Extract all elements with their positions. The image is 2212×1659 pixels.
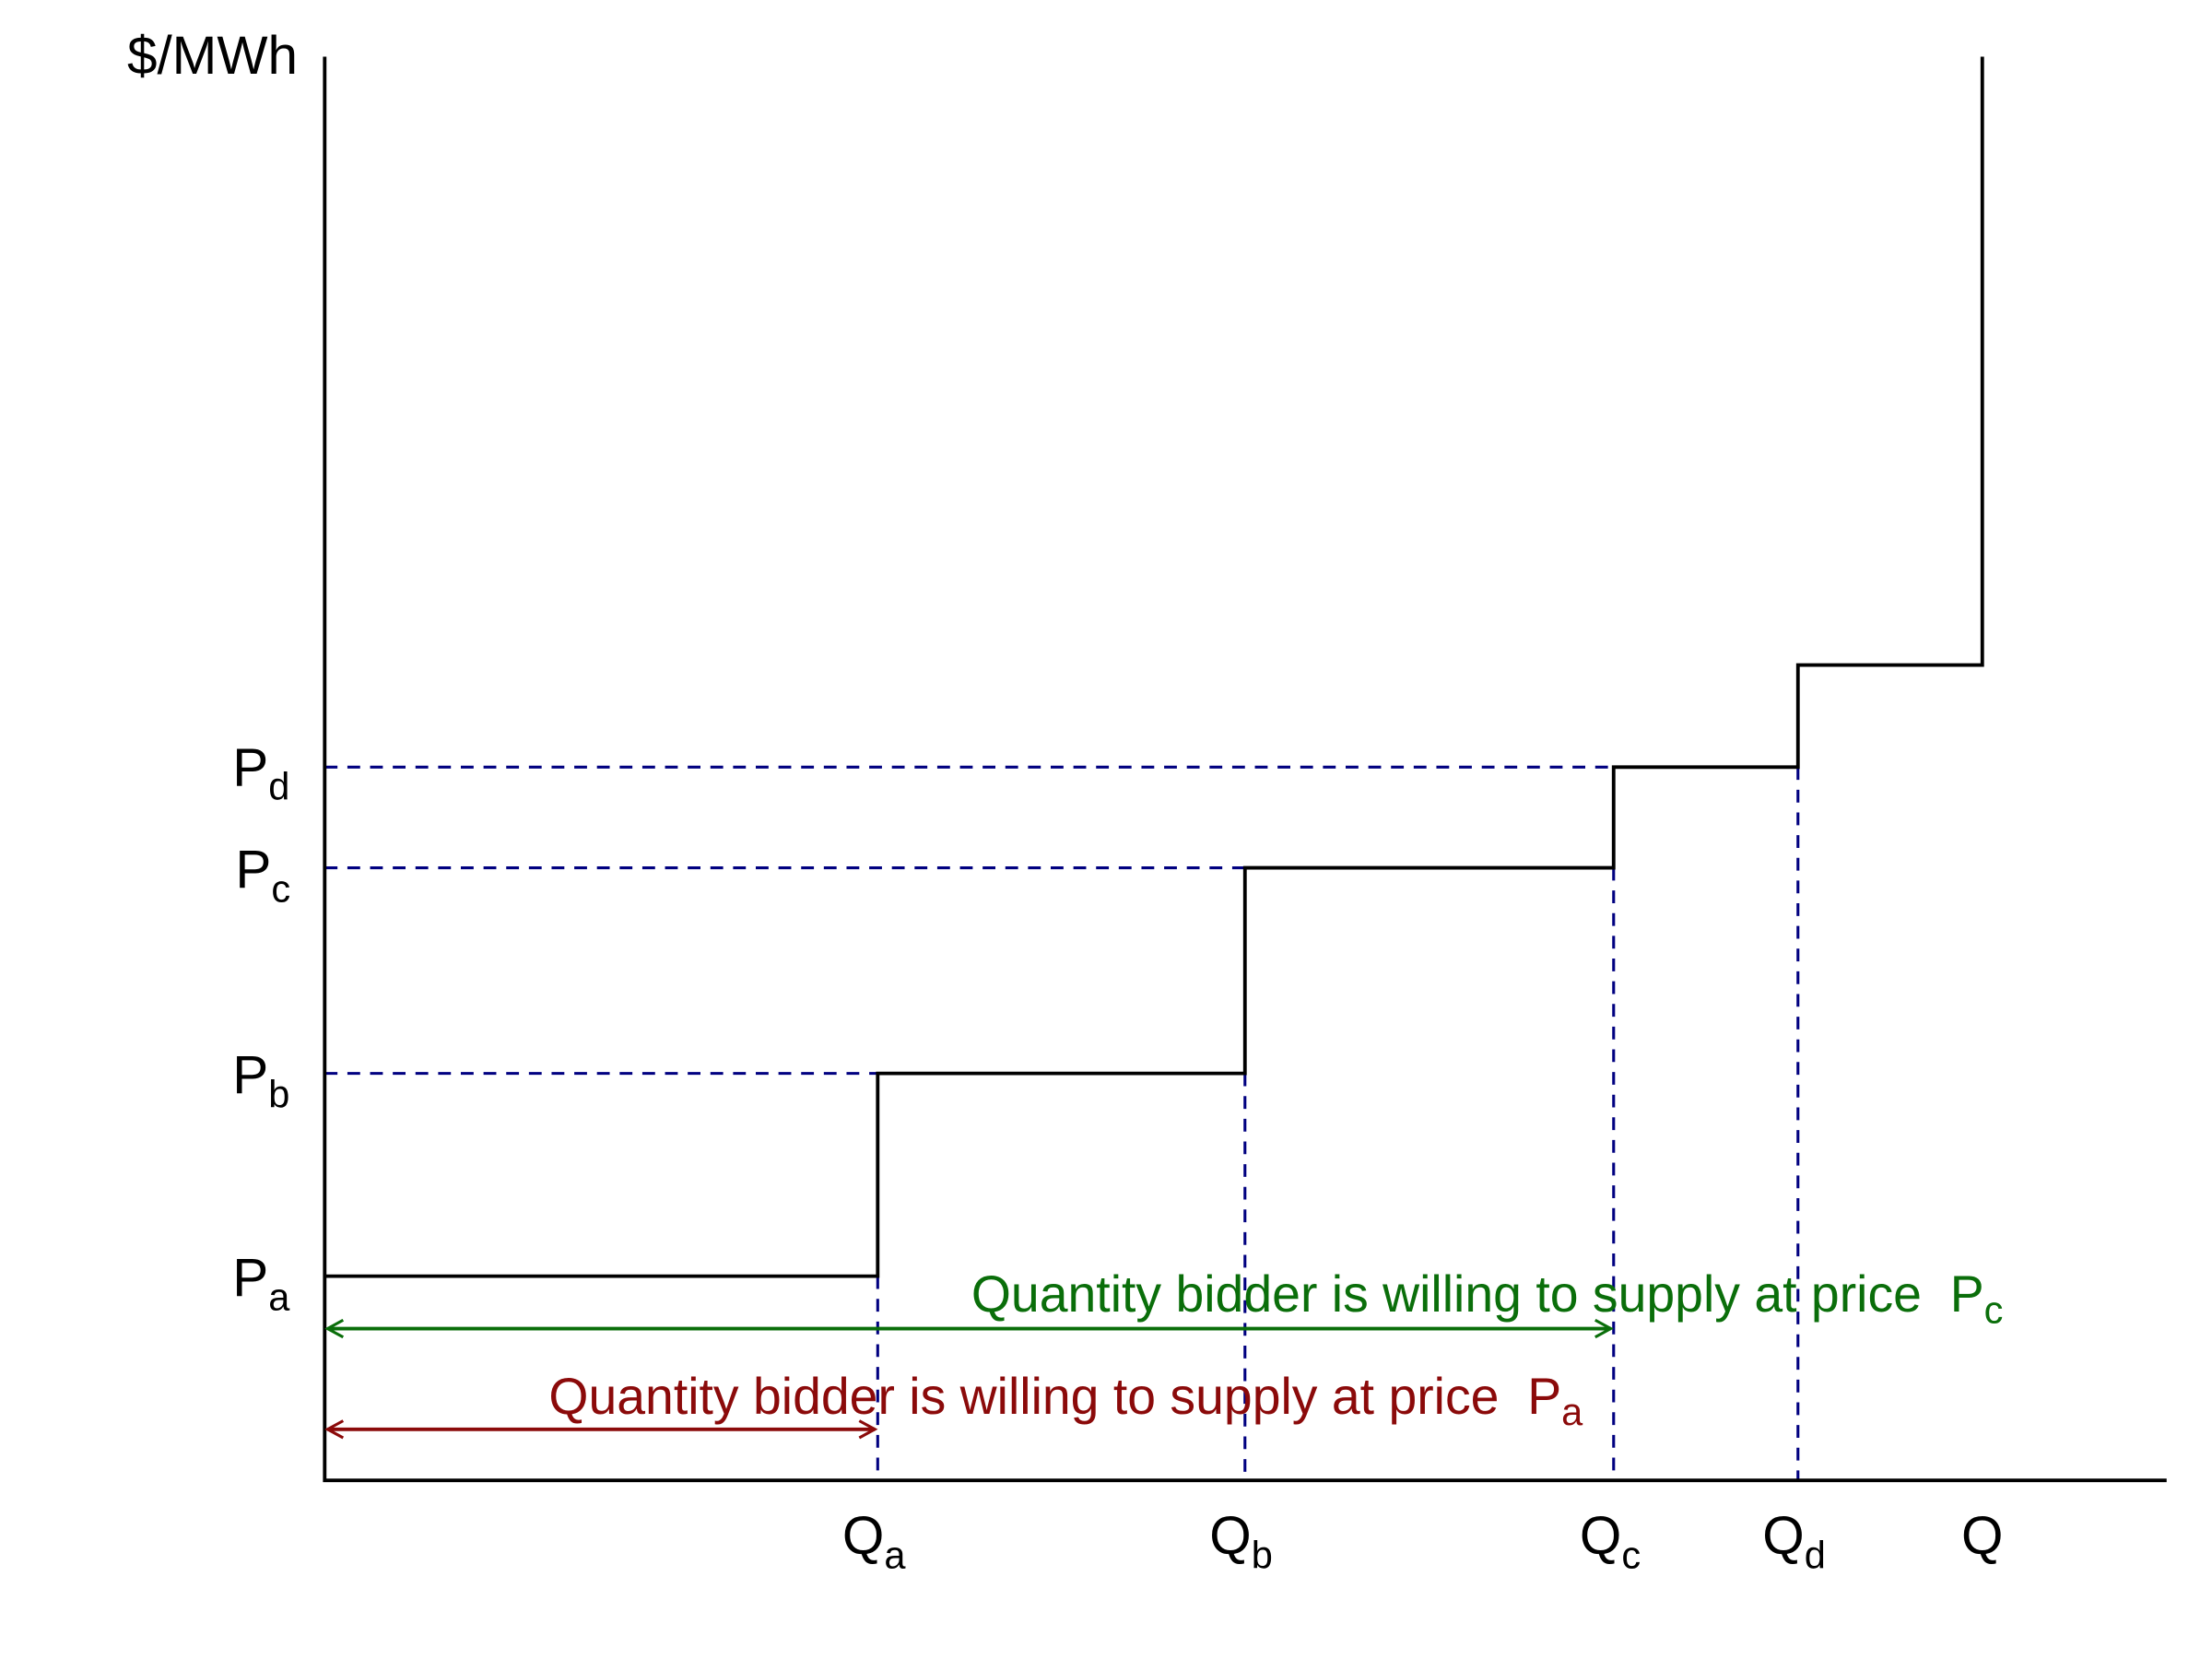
symbol: P — [1527, 1368, 1561, 1425]
axes — [323, 56, 2167, 1483]
price-label: Pa — [232, 1248, 290, 1318]
subscript: c — [271, 866, 290, 910]
symbol: Q — [842, 1506, 884, 1566]
subscript: a — [268, 1276, 290, 1319]
symbol: Q — [1209, 1506, 1251, 1566]
price-label: Pd — [232, 737, 289, 807]
symbol: P — [1950, 1265, 1984, 1323]
price-label: Pb — [232, 1045, 289, 1115]
supply-curve — [324, 56, 1984, 1278]
quantity-label: Qc — [1580, 1506, 1641, 1576]
y-axis-label: $/MWh — [127, 26, 298, 86]
annotation: Quantity bidder is willing to supply at … — [971, 1265, 2004, 1331]
subscript: a — [884, 1534, 906, 1577]
symbol: Q — [1580, 1506, 1621, 1566]
symbol: P — [232, 1248, 268, 1308]
quantity-label: Qa — [842, 1506, 906, 1576]
annotation-text: Quantity bidder is willing to supply at … — [971, 1265, 1922, 1323]
symbol: P — [235, 840, 271, 900]
subscript: c — [1984, 1288, 2004, 1331]
subscript: d — [1805, 1534, 1826, 1577]
x-axis-label: Q — [1961, 1506, 2003, 1566]
subscript: d — [268, 765, 289, 808]
symbol: P — [232, 737, 268, 797]
price-label: Pc — [235, 840, 290, 910]
quantity-label: Qd — [1762, 1506, 1826, 1576]
annotation-text: Quantity bidder is willing to supply at … — [548, 1368, 1499, 1425]
annotation: Quantity bidder is willing to supply at … — [548, 1368, 1583, 1433]
subscript: b — [1252, 1534, 1273, 1577]
subscript: b — [268, 1073, 289, 1116]
symbol: P — [232, 1045, 268, 1105]
subscript: c — [1621, 1534, 1641, 1577]
subscript: a — [1561, 1390, 1583, 1433]
symbol: Q — [1762, 1506, 1804, 1566]
quantity-label: Qb — [1209, 1506, 1273, 1576]
